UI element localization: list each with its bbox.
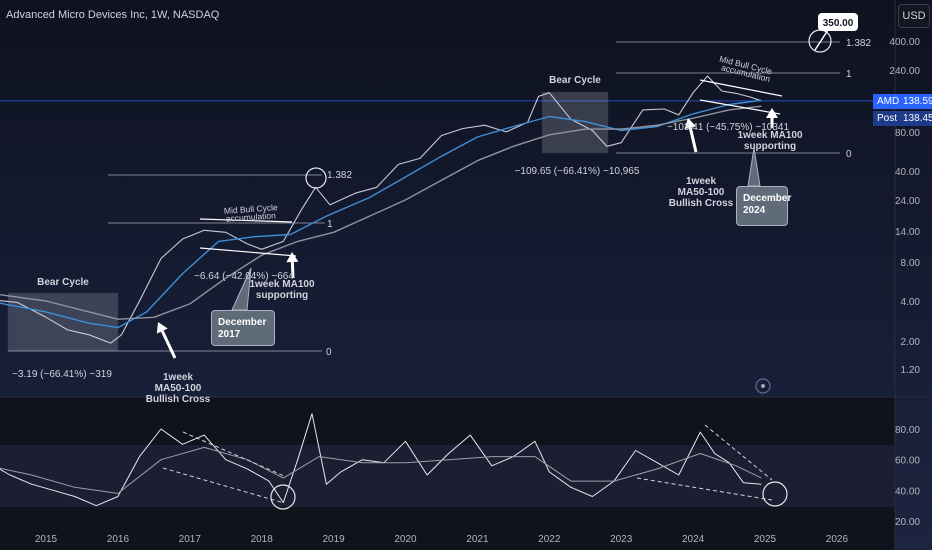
target-pointer [814,29,829,51]
time-axis-tick: 2020 [394,534,417,545]
ma50-line [0,99,762,329]
fib-level-label: 1 [327,219,333,230]
price-axis-tick: 24.00 [895,196,920,207]
correction-label: −6.64 (−42.04%) −664 [194,271,294,282]
bear-cycle-label: Bear Cycle [37,277,89,288]
annotation-arrow [156,322,177,359]
target-price-label: 350.00 [823,18,854,29]
time-axis-tick: 2017 [179,534,202,545]
ma100-line [0,105,762,320]
price-tag-symbol: AMD [877,96,900,107]
time-axis-tick: 2024 [682,534,705,545]
callout-line: December [218,317,267,328]
price-tag-post: Post 138.45 [873,111,932,126]
callout-line: December [743,193,792,204]
mid-bull-label: Mid Bull Cycle [224,202,279,216]
bear-cycle-box [541,91,609,154]
price-tag-value: 138.59 [903,96,932,107]
time-axis-tick: 2025 [754,534,777,545]
target-circle [305,167,327,189]
rsi-axis-tick: 80.00 [895,425,920,436]
fib-level-label: 1.382 [846,38,871,49]
correction-label: −103.41 (−45.75%) −10341 [667,122,789,133]
bullish-cross-label: MA50-100 [678,187,725,198]
fib-level-label: 0 [846,149,852,160]
annotation-arrow [684,118,698,153]
price-series-line [0,75,762,344]
price-tag-amd: AMD 138.59 [873,94,932,109]
bullish-cross-label: 1week [163,372,193,383]
time-axis-tick: 2023 [610,534,633,545]
price-tag-symbol: Post [877,113,898,124]
rsi-line [0,413,762,507]
callout-line: 2024 [743,205,766,216]
fib-level-label: 1 [846,69,852,80]
rsi-highlight-circle [270,484,296,510]
price-axis-tick: 8.00 [901,258,921,269]
accumulation-channel-line [199,247,297,257]
bullish-cross-label: 1week [686,176,716,187]
bear-cycle-stats: −3.19 (−66.41%) −319 [12,369,112,380]
callout-december-2017: December 2017 [211,310,275,346]
callout-pointer [747,147,761,187]
bullish-cross-label: MA50-100 [155,383,202,394]
rsi-axis-tick: 40.00 [895,486,920,497]
callout-december-2024: December 2024 [736,186,792,226]
bear-cycle-label: Bear Cycle [549,75,601,86]
fib-level-label: 0 [326,347,332,358]
accumulation-channel-line [699,99,781,115]
time-axis-tick: 2021 [466,534,489,545]
rsi-band [0,445,895,507]
target-price-bubble [818,13,858,31]
chart-title: Advanced Micro Devices Inc, 1W, NASDAQ [6,9,220,21]
mid-bull-label: accumulation [225,210,276,223]
rsi-signal-line [0,446,762,494]
rsi-axis-tick: 60.00 [895,456,920,467]
price-axis-tick: 1.20 [901,365,921,376]
time-axis-tick: 2018 [251,534,274,545]
time-axis-tick: 2016 [107,534,130,545]
callout-line: 2017 [218,329,241,340]
price-axis-tick: 14.00 [895,227,920,238]
time-axis-tick: 2015 [35,534,58,545]
ma100-support-label: 1week MA100 [249,279,314,290]
price-axis-tick: 2.00 [901,337,921,348]
accumulation-channel-line [199,218,293,223]
accumulation-channel-line [699,79,783,97]
rsi-axis-tick: 20.00 [895,517,920,528]
rsi-trendline [636,477,773,501]
bear-cycle-stats: −109.65 (−66.41%) −10,965 [515,166,640,177]
ma100-support-label: supporting [744,141,796,152]
time-axis-tick: 2019 [322,534,345,545]
price-axis-tick: 40.00 [895,167,920,178]
time-axis-tick: 2026 [826,534,849,545]
bullish-cross-label: Bullish Cross [146,394,211,405]
fib-level-label: 1.382 [327,170,352,181]
rsi-trendline [704,424,773,481]
price-axis-tick: 80.00 [895,128,920,139]
price-tag-value: 138.45 [903,113,932,124]
rsi-highlight-circle [762,481,788,507]
rsi-trendline [182,431,285,477]
bear-cycle-box [7,292,119,352]
time-axis-tick: 2022 [538,534,561,545]
annotation-arrow [286,252,299,279]
annotation-arrow [766,108,778,128]
ma100-support-label: 1week MA100 [737,130,802,141]
bullish-cross-label: Bullish Cross [669,198,734,209]
replay-marker-dot [761,384,765,388]
currency-button[interactable]: USD [898,4,930,28]
price-axis-tick: 240.00 [889,66,920,77]
price-axis-tick: 4.00 [901,297,921,308]
price-axis-tick: 400.00 [889,37,920,48]
ma100-support-label: supporting [256,290,308,301]
